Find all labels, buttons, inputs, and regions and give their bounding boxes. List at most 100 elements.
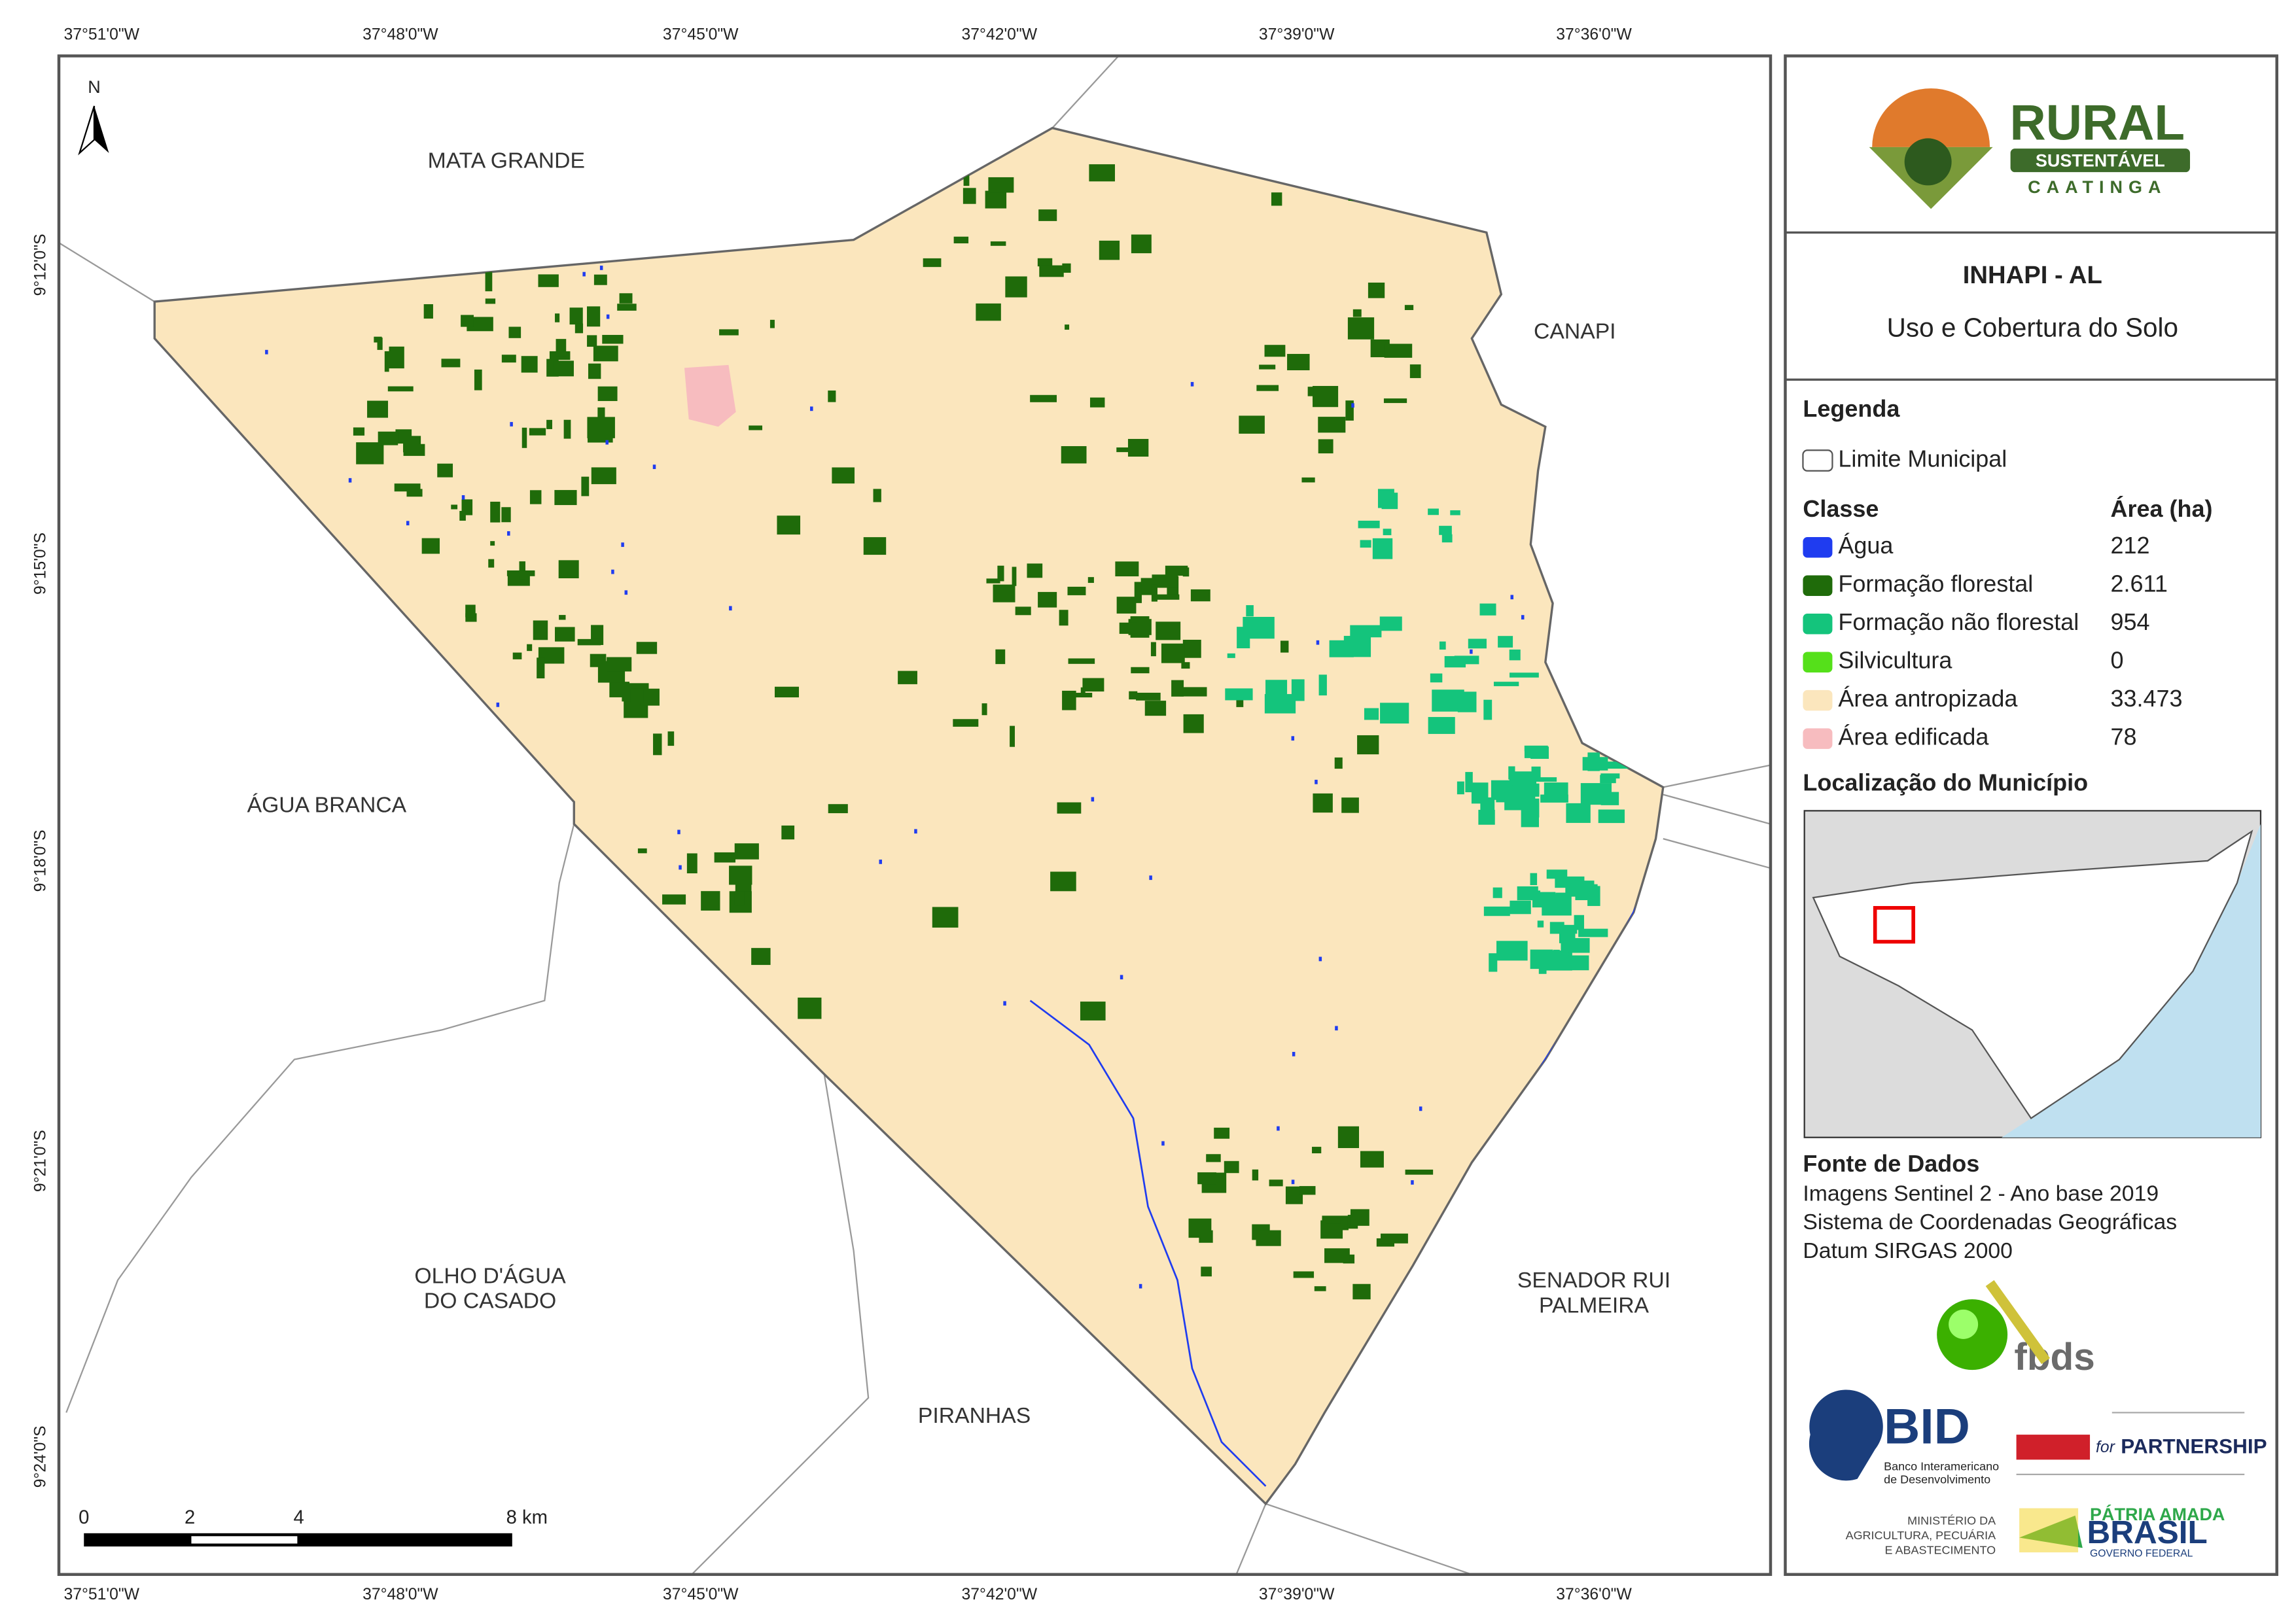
forest-patch xyxy=(988,177,1014,193)
legend-class: Área antropizada xyxy=(1838,685,2017,712)
forest-patch xyxy=(1341,797,1359,813)
forest-patch xyxy=(1183,714,1204,733)
forest-patch xyxy=(555,313,560,323)
x-coord-label: 37°39'0"W xyxy=(1259,1586,1335,1603)
nonforest-patch xyxy=(1428,717,1455,734)
forest-patch xyxy=(1089,164,1115,182)
forest-patch xyxy=(506,570,535,576)
forest-patch xyxy=(1062,263,1071,273)
nonforest-patch xyxy=(1364,708,1379,720)
nonforest-patch xyxy=(1537,920,1544,928)
forest-patch xyxy=(437,463,453,478)
neighbor-label: MATA GRANDE xyxy=(428,148,585,173)
forest-patch xyxy=(1352,1283,1371,1300)
forest-patch xyxy=(734,891,745,906)
scale-label: 2 xyxy=(185,1507,195,1528)
forest-patch xyxy=(981,703,987,716)
forest-patch xyxy=(1307,387,1314,396)
nonforest-patch xyxy=(1570,927,1578,934)
nonforest-patch xyxy=(1480,797,1495,811)
forest-patch xyxy=(1259,364,1276,370)
forest-patch xyxy=(636,642,658,654)
forest-patch xyxy=(1038,209,1057,221)
forest-patch xyxy=(1337,1126,1360,1148)
forest-patch xyxy=(556,339,567,357)
neighbor-label: ÁGUA BRANCA xyxy=(247,793,407,818)
forest-patch xyxy=(1140,578,1154,595)
forest-patch xyxy=(403,444,425,456)
nonforest-patch xyxy=(1439,641,1446,650)
forest-patch xyxy=(662,894,686,905)
forest-patch xyxy=(488,559,495,568)
forest-patch xyxy=(1131,667,1150,674)
forest-patch xyxy=(619,293,633,304)
forest-patch xyxy=(751,948,771,966)
forest-patch xyxy=(1050,871,1076,892)
forest-patch xyxy=(1368,282,1385,298)
forest-patch xyxy=(1318,439,1333,454)
forest-patch xyxy=(1010,725,1015,747)
forest-patch xyxy=(953,719,979,727)
nonforest-patch xyxy=(1510,900,1531,915)
legend-swatch xyxy=(1803,728,1833,749)
nonforest-patch xyxy=(1430,673,1443,683)
forest-patch xyxy=(356,442,384,464)
nonforest-patch xyxy=(1329,640,1354,657)
water-patch xyxy=(1510,595,1513,600)
forest-patch xyxy=(769,319,775,328)
forest-patch xyxy=(976,303,1001,321)
nonforest-patch xyxy=(1602,761,1632,769)
forest-patch xyxy=(1313,385,1339,408)
forest-patch xyxy=(617,304,637,311)
map-title: INHAPI - AL xyxy=(1963,261,2102,289)
forest-patch xyxy=(441,358,461,368)
forest-patch xyxy=(581,476,590,497)
forest-patch xyxy=(734,843,759,860)
forest-patch xyxy=(1082,678,1104,692)
nonforest-patch xyxy=(1225,688,1253,701)
forest-patch xyxy=(501,507,511,523)
forest-patch xyxy=(1197,1172,1216,1185)
nonforest-patch xyxy=(1565,937,1590,953)
water-patch xyxy=(1091,797,1095,802)
water-patch xyxy=(1411,1180,1414,1185)
legend-class: Formação não florestal xyxy=(1838,608,2079,635)
panel-frame xyxy=(1784,54,2278,1577)
forest-patch xyxy=(507,575,530,586)
logo-sustentavel: SUSTENTÁVEL xyxy=(2036,150,2165,171)
forest-patch xyxy=(986,578,1000,584)
nonforest-patch xyxy=(1509,771,1537,786)
forest-patch xyxy=(637,848,647,854)
land-cover xyxy=(153,126,1665,1506)
nonforest-patch xyxy=(1509,649,1521,661)
forest-patch xyxy=(1161,643,1185,663)
water-patch xyxy=(1351,403,1354,408)
nonforest-patch xyxy=(1498,636,1513,648)
water-patch xyxy=(624,590,628,595)
neighbor-label: OLHO D'ÁGUA xyxy=(414,1263,566,1288)
forest-patch xyxy=(1150,642,1156,657)
nonforest-patch xyxy=(1575,881,1595,901)
forest-patch xyxy=(1027,563,1043,578)
nonforest-patch xyxy=(1227,653,1235,658)
forest-patch xyxy=(461,315,474,327)
water-patch xyxy=(1470,649,1473,654)
forest-patch xyxy=(1271,192,1282,206)
water-patch xyxy=(1521,615,1525,620)
water-patch xyxy=(1292,1051,1296,1056)
nonforest-patch xyxy=(1246,605,1254,617)
forest-patch xyxy=(1099,240,1120,260)
nonforest-patch xyxy=(1465,772,1473,793)
nonforest-patch xyxy=(1542,894,1572,916)
scale-label: 0 xyxy=(79,1507,89,1528)
bid-name: Banco Interamericano xyxy=(1884,1459,1999,1473)
ministry-name: MINISTÉRIO DA xyxy=(1907,1514,1996,1527)
forest-patch xyxy=(593,345,618,362)
water-patch xyxy=(1315,779,1318,784)
forest-patch xyxy=(701,891,720,911)
forest-patch xyxy=(423,304,433,319)
partnership-logo: PARTNERSHIP xyxy=(2121,1435,2267,1458)
nonforest-patch xyxy=(1318,674,1327,696)
forest-patch xyxy=(1129,691,1138,700)
forest-patch xyxy=(1068,658,1095,664)
